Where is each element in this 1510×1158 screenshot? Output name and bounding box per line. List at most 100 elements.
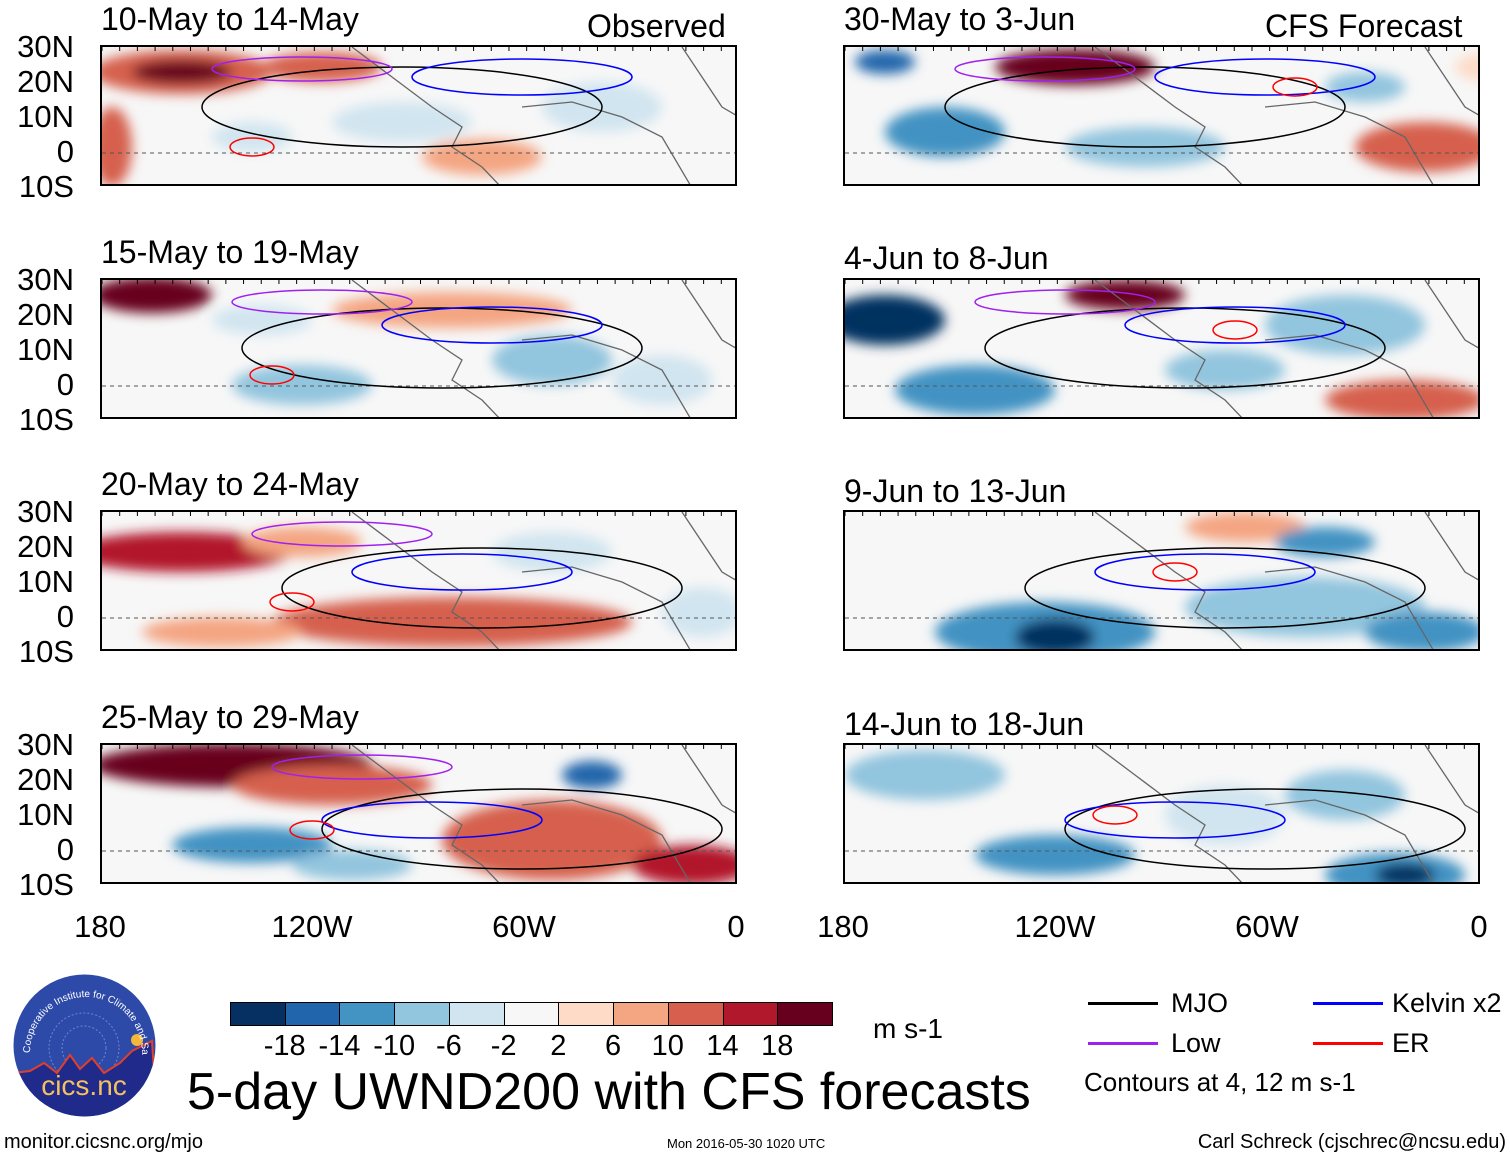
legend-label-er: ER [1392, 1028, 1430, 1058]
anomaly-region [1165, 785, 1285, 845]
mjo-contour [201, 66, 603, 148]
kelvin-contour [351, 553, 573, 591]
lat-tick-label: 20N [17, 297, 74, 332]
mjo-contour [321, 788, 723, 870]
lat-tick-label: 0 [56, 367, 74, 402]
panel-title: 20-May to 24-May [101, 466, 359, 502]
anomaly-region [332, 292, 572, 328]
lat-tick-label: 20N [17, 762, 74, 797]
anomaly-region [132, 60, 232, 84]
lon-tick-label: 120W [1014, 909, 1096, 944]
anomaly-region [492, 532, 612, 572]
coastline [1094, 745, 1478, 882]
colorbar-label: 10 [651, 1030, 684, 1062]
colorbar-swatch [777, 1002, 834, 1026]
units-label: m s-1 [873, 1013, 943, 1044]
coastline [351, 47, 735, 184]
colorbar-label: 14 [706, 1030, 739, 1062]
source-url[interactable]: monitor.cicsnc.org/mjo [4, 1131, 203, 1153]
panel-title: 30-May to 3-Jun [844, 1, 1076, 37]
figure-title: 5-day UWND200 with CFS forecasts [187, 1063, 1031, 1121]
lat-tick-label: 30N [17, 262, 74, 297]
anomaly-region [1375, 863, 1435, 882]
mjo-contour [1024, 547, 1426, 629]
author-credit: Carl Schreck (cjschrec@ncsu.edu) [1197, 1131, 1506, 1153]
anomaly-region [612, 355, 712, 405]
panel-title: 14-Jun to 18-Jun [844, 706, 1085, 742]
colorbar-swatch [613, 1002, 670, 1026]
lat-tick-label: 10S [18, 402, 74, 437]
lat-tick-label: 20N [17, 529, 74, 564]
coastline [1094, 512, 1478, 649]
kelvin-contour [381, 306, 603, 344]
anomaly-region [1185, 577, 1425, 637]
anomaly-region [232, 365, 372, 405]
anomaly-region [662, 587, 735, 637]
cics-logo: Cooperative Institute for Climate and Sa… [9, 965, 157, 1118]
anomaly-region [142, 617, 302, 647]
colorbar-swatch [394, 1002, 451, 1026]
anomaly-region [242, 527, 362, 557]
lon-tick-label: 60W [492, 909, 556, 944]
kelvin-contour [1064, 801, 1286, 839]
lon-tick-label: 180 [817, 909, 869, 944]
colorbar-label: 6 [605, 1030, 622, 1062]
lat-tick-label: 10N [17, 332, 74, 367]
map-panel [843, 510, 1480, 651]
anomaly-region [855, 50, 915, 74]
anomaly-region [332, 102, 472, 142]
lat-tick-label: 20N [17, 64, 74, 99]
anomaly-region [1455, 53, 1478, 81]
anomaly-region [422, 139, 542, 175]
panel-title: 15-May to 19-May [101, 234, 359, 270]
anomaly-region [562, 761, 622, 789]
lon-tick-label: 0 [1470, 909, 1488, 944]
anomaly-region [845, 295, 945, 345]
colorbar-swatch [339, 1002, 396, 1026]
low-contour [231, 289, 413, 315]
map-panel [100, 45, 737, 186]
panel-title: 25-May to 29-May [101, 699, 359, 735]
anomaly-region [442, 800, 662, 880]
lon-tick-label: 180 [74, 909, 126, 944]
anomaly-region [492, 335, 612, 385]
mjo-contour [281, 547, 683, 629]
anomaly-region [212, 122, 292, 152]
colorbar-label: -2 [490, 1030, 517, 1062]
map-panel [843, 45, 1480, 186]
anomaly-region [272, 597, 632, 647]
forecast-label: CFS Forecast [1265, 8, 1463, 44]
er-contour [1212, 320, 1258, 340]
er-contour [269, 592, 315, 612]
er-contour [1272, 77, 1318, 97]
mjo-contour [241, 307, 643, 389]
observed-label: Observed [587, 8, 726, 44]
er-contour [1092, 805, 1138, 825]
legend-line-mjo [1088, 1002, 1158, 1005]
mjo-contour [944, 66, 1346, 148]
colorbar-swatch [448, 1002, 506, 1026]
panel-title: 10-May to 14-May [101, 1, 359, 37]
er-contour [229, 137, 275, 157]
map-panel [100, 743, 737, 884]
lat-tick-label: 30N [17, 29, 74, 64]
mjo-contour [1064, 788, 1466, 870]
anomaly-region [632, 845, 735, 882]
lon-tick-label: 60W [1235, 909, 1299, 944]
lat-tick-label: 30N [17, 494, 74, 529]
lat-tick-label: 0 [56, 599, 74, 634]
colorbar-swatch [667, 1002, 725, 1026]
colorbar-swatch [284, 1002, 341, 1026]
kelvin-contour [321, 801, 543, 839]
colorbar-swatch [558, 1002, 615, 1026]
map-panel [843, 743, 1480, 884]
kelvin-contour [1154, 58, 1376, 96]
er-contour [249, 365, 295, 385]
contour-note: Contours at 4, 12 m s-1 [1084, 1067, 1356, 1097]
kelvin-contour [1094, 553, 1316, 591]
legend-label-low: Low [1171, 1028, 1221, 1058]
mjo-contour [984, 307, 1386, 389]
lat-tick-label: 10N [17, 797, 74, 832]
anomaly-region [1185, 512, 1305, 542]
low-contour [954, 56, 1136, 82]
